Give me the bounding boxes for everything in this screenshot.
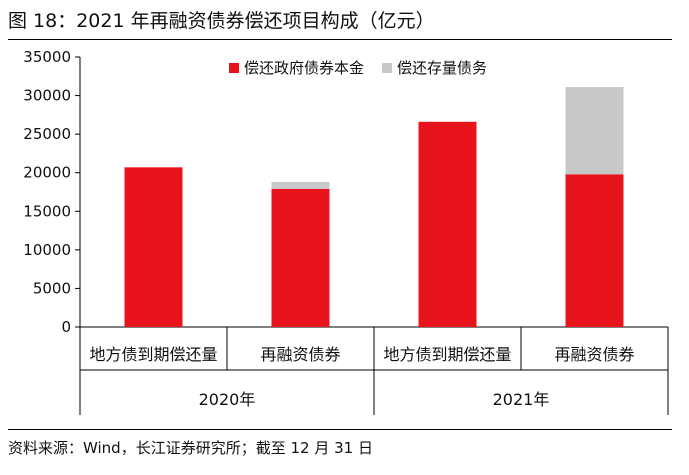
y-tick-label: 10000 <box>23 241 71 259</box>
x-category-label: 再融资债券 <box>554 345 634 364</box>
x-group-label: 2020年 <box>199 390 256 409</box>
bar-segment-existing-debt <box>271 181 330 189</box>
source-note: 资料来源：Wind，长江证券研究所；截至 12 月 31 日 <box>8 439 373 457</box>
legend-swatch-existing-debt <box>382 63 392 73</box>
legend-label-existing-debt: 偿还存量债务 <box>397 59 487 77</box>
title-divider <box>8 39 672 40</box>
legend-label-principal: 偿还政府债券本金 <box>244 59 364 77</box>
bar-segment-principal <box>271 188 330 327</box>
y-tick-label: 30000 <box>23 87 71 105</box>
source-divider <box>8 429 672 430</box>
x-category-label: 地方债到期偿还量 <box>89 345 217 364</box>
x-category-label: 地方债到期偿还量 <box>383 345 511 364</box>
bar-segment-principal <box>565 174 624 327</box>
y-tick-label: 5000 <box>33 279 71 297</box>
y-tick-label: 20000 <box>23 164 71 182</box>
chart-title: 图 18：2021 年再融资债券偿还项目构成（亿元） <box>8 10 435 32</box>
bar-segment-principal <box>418 121 477 327</box>
x-category-label: 再融资债券 <box>260 345 340 364</box>
x-group-label: 2021年 <box>493 390 550 409</box>
y-tick-label: 35000 <box>23 48 71 66</box>
y-tick-label: 15000 <box>23 202 71 220</box>
bar-segment-principal <box>124 167 183 327</box>
bar-segment-existing-debt <box>565 87 624 175</box>
legend-swatch-principal <box>229 63 239 73</box>
y-tick-label: 25000 <box>23 125 71 143</box>
y-tick-label: 0 <box>61 318 71 336</box>
